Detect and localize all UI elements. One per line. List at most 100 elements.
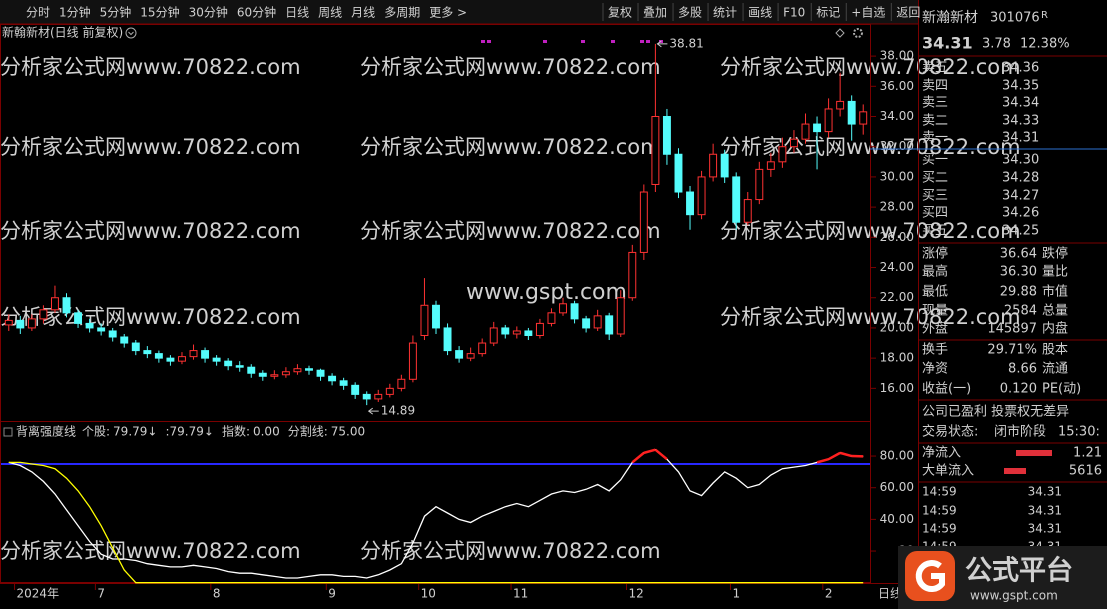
highlight-segment — [631, 451, 645, 464]
candle-body — [605, 315, 614, 335]
toolbar-button[interactable]: 标记 — [816, 6, 840, 20]
watermark: 分析家公式网www.70822.com — [0, 539, 301, 563]
candle-body — [859, 111, 868, 125]
x-tick-label: 2024年 — [17, 587, 60, 601]
period-tab[interactable]: 60分钟 — [237, 5, 276, 20]
annotation-label: 14.89 — [381, 404, 415, 418]
candle-body — [512, 330, 521, 335]
period-tab[interactable]: 月线 — [351, 6, 375, 20]
signal — [640, 40, 644, 43]
dropdown-icon[interactable] — [125, 27, 137, 39]
y-tick-label: 80.00 — [880, 449, 914, 463]
stock-name: 新瀚新材 — [922, 10, 978, 26]
candle-body — [766, 161, 775, 170]
period-tab[interactable]: 日线 — [285, 6, 309, 20]
highlight-segment — [839, 451, 853, 458]
candle-body — [559, 303, 567, 314]
chart-title: 新翰新材(日线 前复权) — [2, 25, 123, 40]
charts: 新翰新材(日线 前复权)16.0018.0020.0022.0024.0026.… — [1, 25, 914, 601]
y-tick-label: 34.00 — [880, 109, 914, 123]
stat-label: 换手 — [922, 343, 948, 358]
candle-body — [466, 353, 475, 359]
candle-body — [293, 368, 302, 373]
legend-name: : — [165, 425, 169, 439]
period-tab[interactable]: 分时 — [26, 6, 50, 20]
candle-body — [686, 191, 694, 216]
candle-body — [374, 393, 383, 400]
legend-value: 79.79 — [170, 425, 204, 439]
period-tab[interactable]: 5分钟 — [100, 5, 132, 20]
stat-label: 量比 — [1042, 265, 1068, 280]
legend-trend: ↓ — [204, 425, 214, 439]
x-tick-label: 12 — [629, 587, 644, 601]
indicator-toggle[interactable] — [3, 427, 13, 437]
x-tick-label: 2 — [825, 587, 833, 601]
period-label: 日线 — [878, 587, 902, 601]
y-tick-label: 40.00 — [880, 512, 914, 526]
trade-price: 34.31 — [1028, 522, 1062, 536]
price-change: 3.78 — [982, 37, 1011, 52]
stat-label: 市值 — [1042, 284, 1068, 300]
layout-icon[interactable] — [835, 28, 845, 38]
toolbar-button[interactable]: 叠加 — [643, 6, 667, 20]
stat-label: 外盘 — [922, 321, 948, 337]
candle-body — [224, 360, 233, 367]
stat-value: 145897 — [987, 322, 1037, 337]
trade-price: 34.31 — [1028, 504, 1062, 518]
book-price: 34.30 — [1002, 153, 1039, 168]
candle-body — [397, 378, 406, 389]
logo-icon — [905, 551, 955, 601]
y-tick-label: 32.00 — [880, 139, 914, 153]
book-label: 买三 — [922, 189, 948, 204]
x-tick-label: 10 — [421, 587, 436, 601]
period-tab[interactable]: 更多 > — [429, 6, 467, 20]
flow-label: 大单流入 — [922, 464, 974, 479]
period-tab[interactable]: 1分钟 — [59, 5, 91, 20]
toolbar-button[interactable]: +自选 — [851, 6, 885, 20]
stat-value: 0.120 — [1000, 382, 1037, 397]
x-tick-label: 8 — [213, 587, 221, 601]
toolbar-button[interactable]: 复权 — [608, 6, 632, 20]
toolbar-button[interactable]: 返回 — [896, 6, 920, 20]
stat-label: 流通 — [1042, 362, 1068, 377]
period-tab[interactable]: 周线 — [318, 6, 342, 20]
y-tick-label: 18.00 — [880, 351, 914, 365]
highlight-segment — [827, 451, 841, 461]
toolbar-button[interactable]: 多股 — [678, 6, 702, 20]
trade-time: 14:59 — [922, 485, 957, 499]
stat-label: 涨停 — [922, 246, 948, 262]
book-label: 卖二 — [922, 114, 948, 129]
toolbar-button[interactable]: 统计 — [713, 6, 737, 20]
candle-body — [616, 297, 625, 335]
watermark: 分析家公式网www.70822.com — [0, 305, 301, 329]
period-tab[interactable]: 多周期 — [384, 6, 420, 20]
trade-time: 14:59 — [922, 522, 957, 536]
period-tab[interactable]: 15分钟 — [140, 5, 179, 20]
candle-body — [281, 371, 290, 376]
y-tick-label: 20.00 — [880, 320, 914, 334]
candle-body — [339, 380, 348, 386]
candle-body — [432, 304, 440, 329]
stock-code: 301076 — [990, 11, 1040, 26]
stat-label: 股本 — [1042, 343, 1068, 358]
x-tick-label: 1 — [732, 587, 740, 601]
company-notice: 公司已盈利 投票权无差异 — [922, 404, 1069, 420]
last-price: 34.31 — [922, 34, 973, 53]
candle-body — [674, 153, 683, 193]
candle-body — [455, 350, 464, 359]
settings-icon[interactable] — [853, 28, 863, 38]
annotation-label: 38.81 — [669, 36, 703, 50]
period-tab[interactable]: 30分钟 — [189, 5, 228, 20]
candle-body — [385, 387, 394, 395]
candle-body — [351, 384, 360, 395]
candle-body — [801, 123, 810, 140]
candle-body — [778, 146, 787, 163]
candle-body — [247, 366, 256, 374]
toolbar-button[interactable]: 画线 — [748, 6, 772, 20]
candle-body — [732, 176, 741, 223]
flow-bar — [1004, 468, 1026, 474]
toolbar-button[interactable]: F10 — [783, 6, 805, 20]
candle-body — [120, 336, 129, 344]
